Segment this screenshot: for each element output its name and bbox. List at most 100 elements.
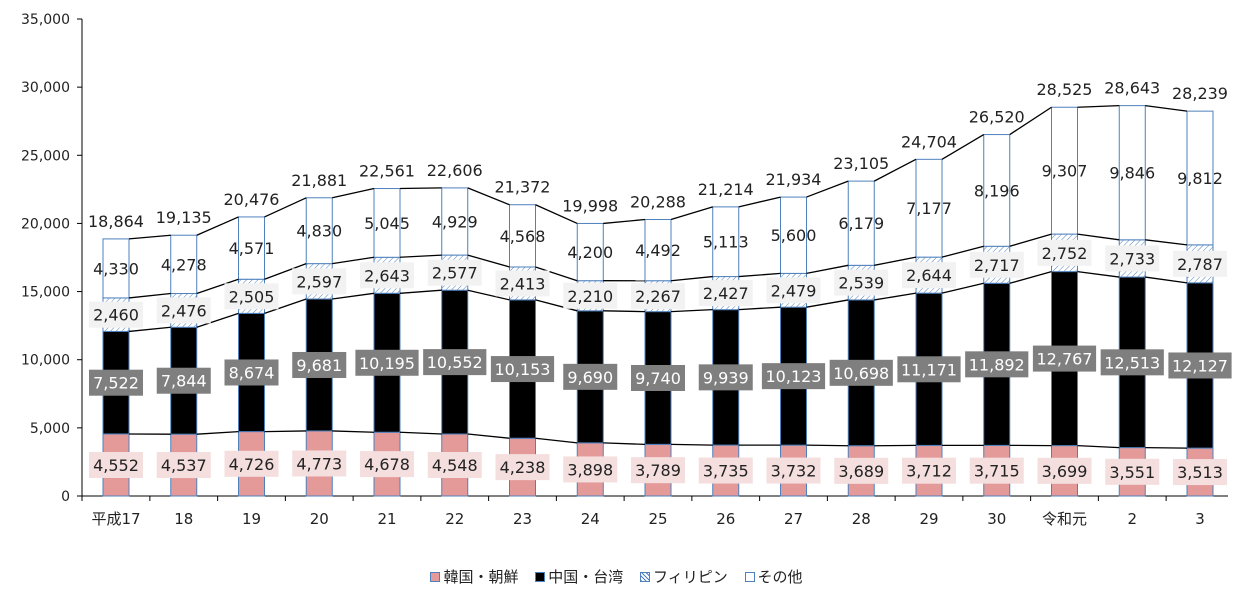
series-connector-line xyxy=(196,216,239,236)
data-label-bg xyxy=(902,457,956,484)
series-connector-line xyxy=(806,444,849,447)
y-tick-label: 30,000 xyxy=(21,80,70,96)
bar-segment xyxy=(238,216,265,280)
data-label-bg xyxy=(224,359,279,386)
data-label: 4,773 xyxy=(296,454,342,473)
series-connector-line xyxy=(128,326,171,333)
bar-segment xyxy=(644,219,672,282)
series-connector-line xyxy=(806,180,849,198)
x-tick-label: 18 xyxy=(174,510,193,528)
data-label-bg xyxy=(495,454,550,481)
data-label-bg xyxy=(698,280,753,307)
x-tick-label: 20 xyxy=(310,510,329,528)
x-tick-label: 24 xyxy=(581,510,600,528)
data-label: 9,846 xyxy=(1109,164,1155,183)
series-connector-line xyxy=(873,158,917,182)
data-label: 4,726 xyxy=(229,455,275,474)
series-connector-line xyxy=(670,275,713,282)
series-connector-line xyxy=(941,245,984,258)
data-label: 2,476 xyxy=(161,301,207,320)
data-label: 8,674 xyxy=(229,363,275,382)
bar-segment xyxy=(102,238,130,299)
data-label: 7,522 xyxy=(93,374,139,393)
data-label: 12,767 xyxy=(1037,350,1093,369)
data-label: 2,787 xyxy=(1177,255,1223,274)
series-connector-line xyxy=(874,256,917,266)
data-label: 2,413 xyxy=(500,274,546,293)
bar-segment xyxy=(509,204,536,268)
data-label-bg xyxy=(427,452,482,479)
data-label: 3,712 xyxy=(906,462,952,481)
data-label-bg xyxy=(355,349,419,376)
bar-segment xyxy=(983,134,1011,247)
data-label-bg xyxy=(766,277,821,304)
data-label: 2,210 xyxy=(567,287,613,306)
data-label: 10,552 xyxy=(427,353,483,372)
series-connector-line xyxy=(738,196,781,208)
data-label-bg xyxy=(495,270,550,297)
series-connector-line xyxy=(264,263,307,280)
data-label-bg xyxy=(965,351,1029,378)
bar-segment xyxy=(441,187,469,256)
bar-segment xyxy=(373,188,401,258)
data-label-bg xyxy=(1037,239,1092,266)
data-label-bg xyxy=(1037,457,1092,484)
data-label: 3,789 xyxy=(635,461,681,480)
data-label: 2,717 xyxy=(974,256,1020,275)
data-label: 7,844 xyxy=(161,372,207,391)
y-tick-label: 25,000 xyxy=(21,148,70,164)
data-label-bg xyxy=(631,283,685,310)
data-label: 3,715 xyxy=(974,462,1020,481)
data-label: 4,200 xyxy=(567,243,613,262)
series-connector-line xyxy=(467,254,510,268)
total-label: 20,288 xyxy=(630,193,686,212)
series-connector-line xyxy=(670,308,713,313)
legend-item-korea: 韓国・朝鮮 xyxy=(430,566,518,587)
data-label: 10,153 xyxy=(495,360,551,379)
data-label: 6,179 xyxy=(838,214,884,233)
data-label-bg xyxy=(834,269,889,296)
data-label-bg xyxy=(156,297,211,324)
bar-segment xyxy=(915,158,943,258)
data-label: 4,537 xyxy=(161,456,207,475)
data-label: 3,551 xyxy=(1109,463,1155,482)
total-label: 22,561 xyxy=(359,162,415,181)
total-label: 26,520 xyxy=(969,108,1025,127)
data-label-bg xyxy=(766,457,821,484)
x-tick-label: 21 xyxy=(377,510,396,528)
series-connector-line xyxy=(1077,270,1120,278)
bar-segment xyxy=(305,197,333,265)
data-label-bg xyxy=(490,356,555,383)
series-connector-line xyxy=(399,431,442,435)
series-connector-line xyxy=(1009,106,1052,136)
data-label: 2,752 xyxy=(1042,244,1088,263)
series-connector-line xyxy=(806,264,849,275)
series-connector-line xyxy=(264,298,307,314)
data-label-bg xyxy=(1168,352,1232,379)
series-connector-line xyxy=(603,310,646,313)
data-label-bg xyxy=(1105,245,1160,272)
data-label: 4,929 xyxy=(432,213,478,232)
y-tick-label: 0 xyxy=(61,489,70,505)
series-connector-line xyxy=(1077,233,1120,241)
connector-lines xyxy=(128,104,1188,449)
data-label: 4,568 xyxy=(500,227,546,246)
data-label: 4,548 xyxy=(432,456,478,475)
data-label: 4,571 xyxy=(229,239,275,258)
data-label: 12,127 xyxy=(1172,356,1228,375)
total-label: 23,105 xyxy=(833,154,889,173)
series-connector-line xyxy=(332,292,375,300)
data-label-bg xyxy=(156,367,211,394)
data-label-bg xyxy=(1100,349,1164,376)
legend-item-other: その他 xyxy=(744,566,803,587)
data-label: 11,171 xyxy=(901,360,957,379)
data-label-bg xyxy=(292,351,347,378)
legend-swatch-other xyxy=(744,571,755,582)
total-label: 19,998 xyxy=(562,196,618,215)
series-connector-line xyxy=(535,299,578,312)
data-label-bg xyxy=(834,457,889,484)
data-label-bg xyxy=(902,262,956,289)
series-connector-line xyxy=(196,312,239,328)
series-connector-line xyxy=(806,299,849,308)
series-connector-line xyxy=(128,234,171,240)
